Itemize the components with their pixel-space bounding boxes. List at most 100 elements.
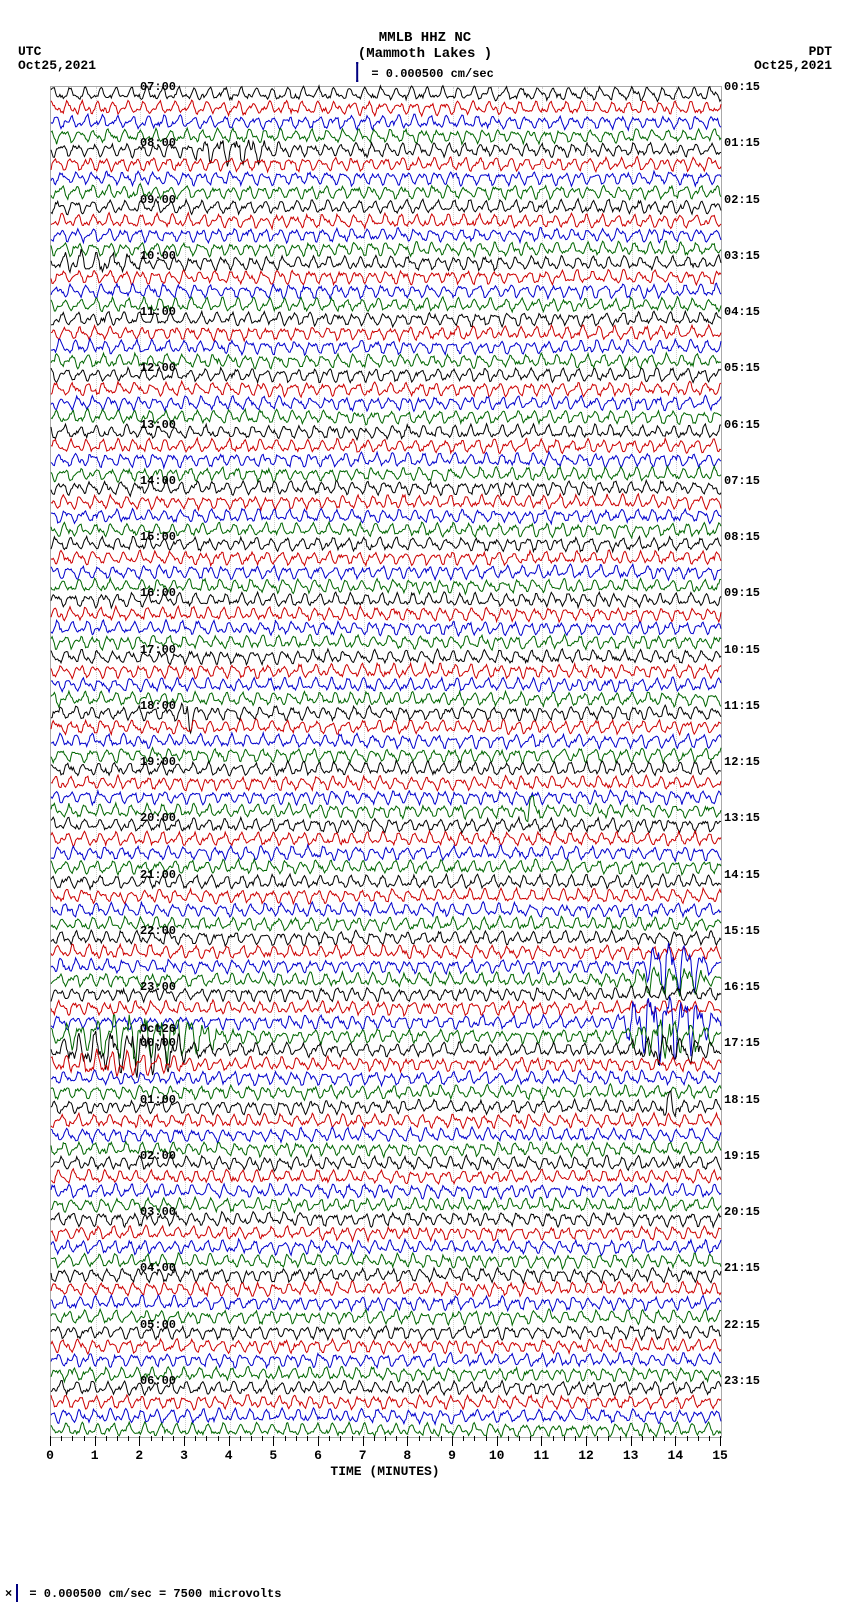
footer-text: = 0.000500 cm/sec = 7500 microvolts (22, 1587, 281, 1601)
x-tick (184, 1436, 185, 1446)
x-minor-tick (195, 1436, 196, 1441)
utc-hour-label: 11:00 (140, 305, 176, 319)
x-minor-tick (374, 1436, 375, 1441)
pdt-hour-label: 12:15 (724, 755, 760, 769)
x-minor-tick (553, 1436, 554, 1441)
x-minor-tick (474, 1436, 475, 1441)
x-minor-tick (698, 1436, 699, 1441)
x-tick-label: 13 (623, 1448, 639, 1463)
utc-hour-label: 15:00 (140, 530, 176, 544)
utc-hour-label: 17:00 (140, 643, 176, 657)
x-minor-tick (117, 1436, 118, 1441)
x-tick (631, 1436, 632, 1446)
seismogram-container: MMLB HHZ NC (Mammoth Lakes ) UTC Oct25,2… (0, 0, 850, 1613)
x-tick (139, 1436, 140, 1446)
utc-hour-label: 05:00 (140, 1318, 176, 1332)
pdt-hour-label: 16:15 (724, 980, 760, 994)
utc-hour-label: 16:00 (140, 586, 176, 600)
x-minor-tick (419, 1436, 420, 1441)
pdt-hour-label: 20:15 (724, 1205, 760, 1219)
x-tick (675, 1436, 676, 1446)
x-tick-label: 0 (46, 1448, 54, 1463)
x-minor-tick (352, 1436, 353, 1441)
utc-hour-label: 21:00 (140, 868, 176, 882)
x-tick (50, 1436, 51, 1446)
pdt-hour-label: 03:15 (724, 249, 760, 263)
pdt-hour-label: 06:15 (724, 418, 760, 432)
footer-scale: × = 0.000500 cm/sec = 7500 microvolts (5, 1585, 281, 1603)
x-minor-tick (664, 1436, 665, 1441)
day-break-label: Oct26 (140, 1022, 176, 1036)
x-minor-tick (709, 1436, 710, 1441)
x-axis-title: TIME (MINUTES) (330, 1464, 439, 1479)
x-tick-label: 6 (314, 1448, 322, 1463)
x-axis: TIME (MINUTES) 0123456789101112131415 (50, 1436, 720, 1476)
pdt-hour-label: 04:15 (724, 305, 760, 319)
x-minor-tick (530, 1436, 531, 1441)
x-minor-tick (620, 1436, 621, 1441)
pdt-hour-label: 22:15 (724, 1318, 760, 1332)
x-minor-tick (72, 1436, 73, 1441)
x-minor-tick (385, 1436, 386, 1441)
x-tick-label: 14 (668, 1448, 684, 1463)
x-minor-tick (519, 1436, 520, 1441)
pdt-hour-label: 10:15 (724, 643, 760, 657)
x-minor-tick (173, 1436, 174, 1441)
pdt-hour-label: 09:15 (724, 586, 760, 600)
x-tick-label: 15 (712, 1448, 728, 1463)
pdt-hour-label: 21:15 (724, 1261, 760, 1275)
pdt-hour-label: 02:15 (724, 193, 760, 207)
pdt-hour-label: 05:15 (724, 361, 760, 375)
station-title-1: MMLB HHZ NC (379, 30, 471, 46)
pdt-hour-label: 23:15 (724, 1374, 760, 1388)
x-tick-label: 12 (578, 1448, 594, 1463)
utc-hour-label: 09:00 (140, 193, 176, 207)
x-minor-tick (251, 1436, 252, 1441)
x-tick-label: 11 (534, 1448, 550, 1463)
x-tick-label: 2 (135, 1448, 143, 1463)
utc-hour-label: 12:00 (140, 361, 176, 375)
x-minor-tick (106, 1436, 107, 1441)
utc-hour-label: 08:00 (140, 136, 176, 150)
pdt-hour-label: 07:15 (724, 474, 760, 488)
x-minor-tick (441, 1436, 442, 1441)
x-minor-tick (61, 1436, 62, 1441)
pdt-hour-label: 01:15 (724, 136, 760, 150)
x-tick (363, 1436, 364, 1446)
pdt-hour-label: 00:15 (724, 80, 760, 94)
x-tick (720, 1436, 721, 1446)
utc-hour-label: 02:00 (140, 1149, 176, 1163)
x-minor-tick (296, 1436, 297, 1441)
x-tick (407, 1436, 408, 1446)
pdt-hour-label: 13:15 (724, 811, 760, 825)
pdt-hour-label: 08:15 (724, 530, 760, 544)
utc-hour-label: 22:00 (140, 924, 176, 938)
utc-hour-label: 10:00 (140, 249, 176, 263)
x-minor-tick (486, 1436, 487, 1441)
pdt-hour-label: 17:15 (724, 1036, 760, 1050)
pdt-hour-label: 19:15 (724, 1149, 760, 1163)
footer-prefix: × (5, 1587, 12, 1601)
pdt-hour-label: 14:15 (724, 868, 760, 882)
x-minor-tick (151, 1436, 152, 1441)
utc-hour-label: 13:00 (140, 418, 176, 432)
utc-hour-label: 14:00 (140, 474, 176, 488)
pdt-hour-label: 11:15 (724, 699, 760, 713)
x-minor-tick (262, 1436, 263, 1441)
x-minor-tick (396, 1436, 397, 1441)
x-minor-tick (307, 1436, 308, 1441)
x-minor-tick (463, 1436, 464, 1441)
pdt-hour-label: 18:15 (724, 1093, 760, 1107)
x-minor-tick (218, 1436, 219, 1441)
x-minor-tick (285, 1436, 286, 1441)
scale-bar-icon (16, 1584, 18, 1602)
station-title-2: (Mammoth Lakes ) (358, 46, 492, 62)
x-minor-tick (329, 1436, 330, 1441)
x-minor-tick (653, 1436, 654, 1441)
header-right-tz: PDT (809, 44, 832, 59)
x-minor-tick (340, 1436, 341, 1441)
x-tick-label: 5 (269, 1448, 277, 1463)
utc-hour-label: 00:00 (140, 1036, 176, 1050)
utc-hour-label: 18:00 (140, 699, 176, 713)
x-minor-tick (508, 1436, 509, 1441)
